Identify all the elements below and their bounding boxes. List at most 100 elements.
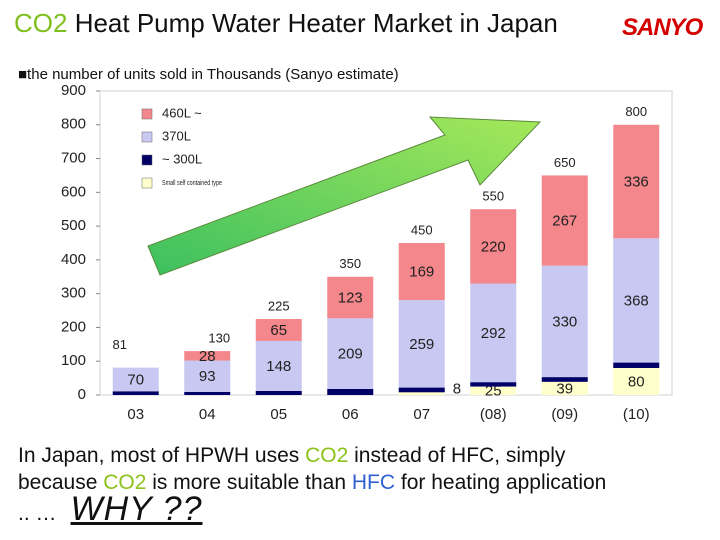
value-label: 209	[338, 346, 363, 363]
y-tick-label: 900	[61, 82, 86, 99]
value-label: 336	[624, 173, 649, 190]
bar-segment	[255, 319, 302, 341]
text: is more suitable than	[146, 471, 352, 494]
total-label: 650	[554, 155, 576, 170]
y-tick-label: 500	[61, 217, 86, 234]
value-label: 39	[556, 380, 573, 397]
y-tick-label: 0	[78, 386, 86, 403]
footer: In Japan, most of HPWH uses CO2 instead …	[18, 442, 606, 527]
chart: 0 100 200 300 400 500 600 700 800 900 03 70 81 04 93 28…	[61, 82, 673, 423]
bar-segment	[470, 283, 517, 383]
title-text: Heat Pump Water Heater Market in Japan	[67, 8, 558, 38]
text: .. …	[18, 502, 57, 525]
value-label: 169	[409, 264, 434, 281]
y-tick-label: 600	[61, 183, 86, 200]
title-co2: CO2	[14, 8, 68, 38]
why: WHY ??	[70, 490, 203, 528]
value-label: 70	[127, 371, 144, 388]
bar-segment	[327, 318, 374, 389]
bar-segment	[541, 175, 588, 266]
value-label: 80	[628, 373, 645, 390]
text: instead of HFC, simply	[348, 444, 566, 467]
bar-segment	[327, 388, 374, 395]
value-label: 123	[338, 290, 363, 307]
total-label: 550	[482, 189, 504, 204]
legend-swatch	[141, 108, 153, 120]
legend-swatch	[141, 131, 153, 143]
bar-segment	[398, 300, 445, 388]
x-tick-label: 05	[270, 406, 287, 423]
bar-segment	[112, 367, 159, 392]
bar-segment	[470, 386, 517, 395]
bar-segment	[470, 209, 517, 284]
y-tick-label: 700	[61, 150, 86, 167]
text: In Japan, most of HPWH uses	[18, 444, 306, 467]
y-tick-label: 100	[61, 352, 86, 369]
total-label: 450	[411, 222, 433, 237]
x-tick-label: 03	[127, 406, 144, 423]
bar-segment	[184, 351, 231, 361]
x-tick-label: 04	[199, 406, 216, 423]
total-label: 130	[208, 331, 230, 346]
bar-segment	[613, 362, 660, 368]
y-tick-label: 800	[61, 116, 86, 133]
legend-label: ~ 300L	[162, 151, 202, 166]
value-label: 220	[481, 238, 506, 255]
bar-segment	[470, 382, 517, 387]
value-label: 259	[409, 336, 434, 353]
logo: SANYO	[622, 14, 703, 41]
value-label: 28	[199, 348, 216, 365]
title: CO2 Heat Pump Water Heater Market in Jap…	[14, 8, 558, 39]
plot-frame	[99, 90, 673, 396]
x-tick-label: (08)	[480, 406, 507, 423]
bar-segment	[184, 391, 231, 395]
value-label: 330	[552, 313, 577, 330]
y-tick-label: 200	[61, 318, 86, 335]
legend-label: Small self contained type	[162, 180, 222, 187]
value-label: 368	[624, 292, 649, 309]
legend-swatch	[141, 154, 153, 166]
bar-segment	[398, 243, 445, 301]
bar-segment	[398, 387, 445, 393]
legend-label: 460L ~	[162, 105, 202, 120]
footer-line: .. … WHY ??	[18, 492, 606, 527]
total-label: 81	[113, 337, 127, 352]
growth-arrow	[147, 116, 542, 276]
value-label: 267	[552, 213, 577, 230]
value-label: 148	[266, 358, 291, 375]
bar-segment	[541, 381, 588, 395]
total-label: 800	[625, 104, 647, 119]
x-tick-label: (09)	[551, 406, 578, 423]
y-tick-label: 400	[61, 251, 86, 268]
footer-line: In Japan, most of HPWH uses CO2 instead …	[18, 442, 606, 469]
footer-line: because CO2 is more suitable than HFC fo…	[18, 469, 606, 496]
bar-segment	[398, 392, 445, 395]
total-label: 350	[339, 256, 361, 271]
text: because	[18, 471, 104, 494]
bar-segment	[255, 340, 302, 391]
bar-segment	[541, 377, 588, 382]
bar-segment	[184, 360, 231, 392]
bar-segment	[327, 276, 374, 319]
value-label: 65	[270, 322, 287, 339]
value-label: 8	[453, 381, 461, 398]
bar-segment	[613, 367, 660, 395]
total-label: 225	[268, 298, 290, 313]
bar-segment	[613, 238, 660, 363]
bar-segment	[112, 391, 159, 395]
legend-label: 370L	[162, 128, 191, 143]
value-label: 93	[199, 368, 216, 385]
x-tick-label: 06	[342, 406, 359, 423]
value-label: 25	[485, 383, 502, 400]
bar-segment	[255, 390, 302, 395]
highlight: CO2	[103, 471, 147, 494]
x-tick-label: 07	[413, 406, 430, 423]
highlight: CO2	[305, 444, 349, 467]
highlight: HFC	[351, 471, 396, 494]
x-tick-label: (10)	[623, 406, 650, 423]
bar-segment	[613, 124, 660, 239]
legend-swatch	[141, 177, 153, 189]
text: for heating application	[395, 471, 607, 494]
subtitle: ■the number of units sold in Thousands (…	[18, 66, 399, 83]
